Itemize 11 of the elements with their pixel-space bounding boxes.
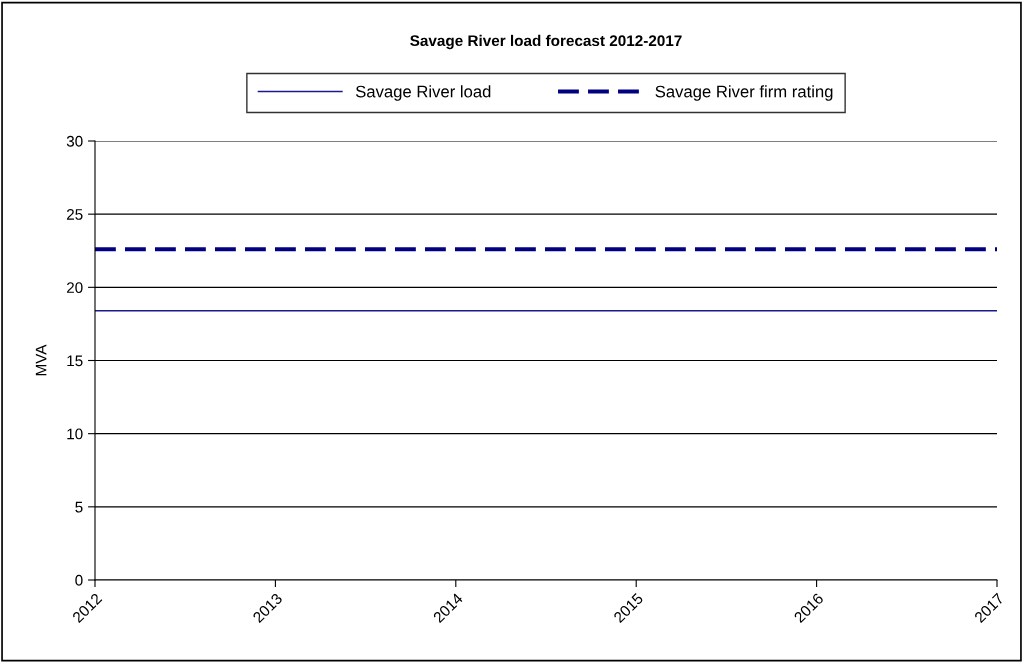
y-tick-label: 15 [67,355,83,367]
legend-label: Savage River load [355,85,491,101]
y-axis-title: MVA [35,344,47,376]
legend-label: Savage River firm rating [655,85,833,101]
y-tick-label: 0 [75,574,83,586]
y-tick-label: 25 [66,209,83,220]
y-tick-label: 5 [75,501,83,513]
chart-title: Savage River load forecast 2012-2017 [410,34,682,50]
y-tick-label: 30 [66,135,83,147]
y-tick-label: 10 [67,428,83,440]
y-tick-label: 20 [66,282,83,294]
